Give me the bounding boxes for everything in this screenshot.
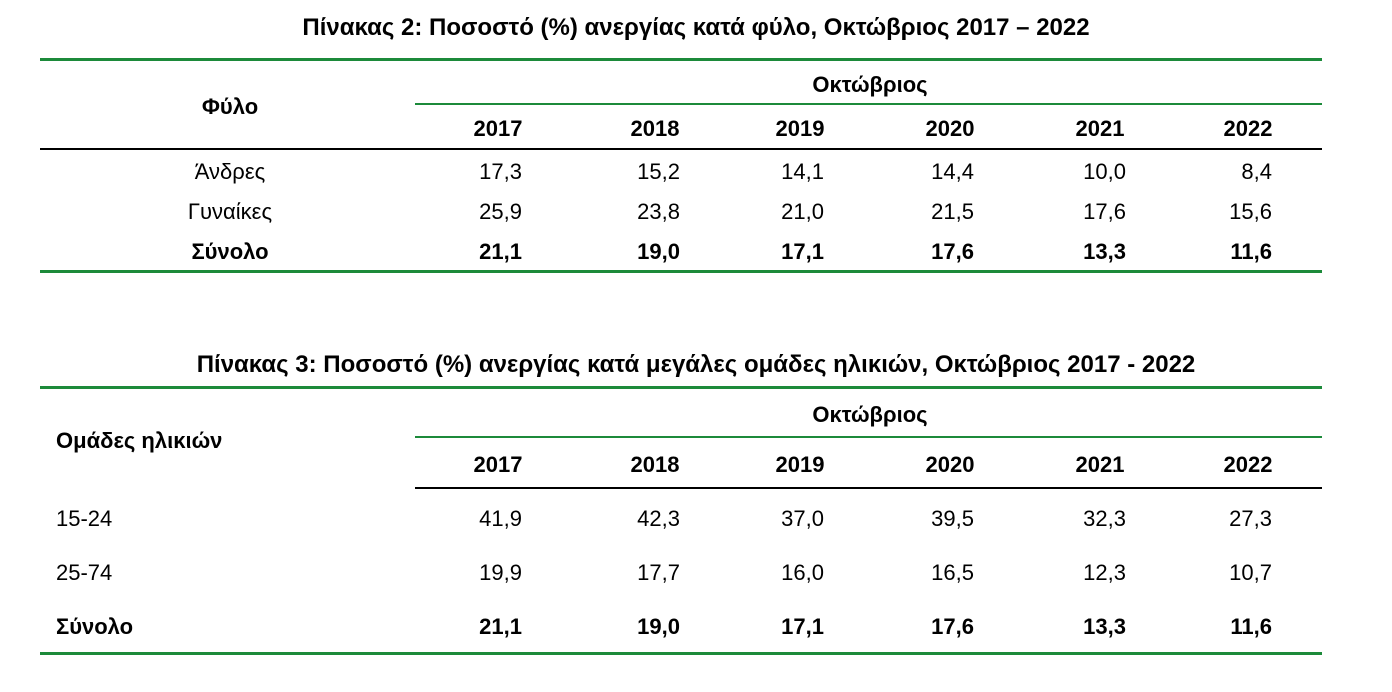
year-header: 2021 bbox=[1075, 452, 1125, 477]
table2-title: Πίνακας 2: Ποσοστό (%) ανεργίας κατά φύλ… bbox=[302, 14, 1090, 41]
table2-row-header: Φύλο bbox=[201, 94, 259, 119]
table-cell: 23,8 bbox=[637, 199, 680, 224]
table-cell: 19,0 bbox=[637, 239, 680, 264]
table-cell: 10,0 bbox=[1083, 159, 1126, 184]
table-cell: 17,6 bbox=[1083, 199, 1126, 224]
table-cell: 11,6 bbox=[1230, 614, 1272, 639]
table3-group-rule bbox=[415, 436, 1322, 438]
row-label: 25-74 bbox=[56, 560, 113, 585]
table3-bottom-rule bbox=[40, 652, 1322, 655]
table2-group-header: Οκτώβριος bbox=[812, 72, 928, 97]
table-cell: 37,0 bbox=[781, 506, 824, 531]
table2-header-rule bbox=[40, 148, 1322, 150]
table-cell: 17,6 bbox=[931, 239, 974, 264]
table-cell: 27,3 bbox=[1229, 506, 1272, 531]
table-cell: 13,3 bbox=[1083, 614, 1126, 639]
year-header: 2017 bbox=[473, 452, 523, 477]
table-cell: 42,3 bbox=[637, 506, 680, 531]
table-cell: 12,3 bbox=[1083, 560, 1126, 585]
table-cell: 25,9 bbox=[479, 199, 522, 224]
year-header: 2018 bbox=[630, 116, 680, 141]
year-header: 2019 bbox=[775, 452, 825, 477]
row-label: Γυναίκες bbox=[187, 199, 273, 224]
row-label: Σύνολο bbox=[56, 614, 134, 639]
table-cell: 17,1 bbox=[781, 239, 824, 264]
table3-top-rule bbox=[40, 386, 1322, 389]
year-header: 2018 bbox=[630, 452, 680, 477]
year-header: 2022 bbox=[1223, 116, 1273, 141]
table-cell: 14,1 bbox=[781, 159, 824, 184]
year-header: 2017 bbox=[473, 116, 523, 141]
table-cell: 10,7 bbox=[1229, 560, 1272, 585]
year-header: 2021 bbox=[1075, 116, 1125, 141]
table2-bottom-rule bbox=[40, 270, 1322, 273]
table-cell: 21,5 bbox=[931, 199, 974, 224]
table-cell: 21,1 bbox=[479, 239, 522, 264]
table-cell: 16,5 bbox=[931, 560, 974, 585]
table2-top-rule bbox=[40, 58, 1322, 61]
table-cell: 19,9 bbox=[479, 560, 522, 585]
table-cell: 11,6 bbox=[1230, 239, 1272, 264]
table3-group-header: Οκτώβριος bbox=[812, 402, 928, 427]
row-label: Άνδρες bbox=[194, 159, 266, 184]
table-cell: 39,5 bbox=[931, 506, 974, 531]
table-cell: 15,6 bbox=[1229, 199, 1272, 224]
year-header: 2020 bbox=[925, 116, 975, 141]
year-header: 2020 bbox=[925, 452, 975, 477]
year-header: 2022 bbox=[1223, 452, 1273, 477]
table-cell: 21,0 bbox=[781, 199, 824, 224]
table-cell: 17,1 bbox=[781, 614, 824, 639]
table-cell: 16,0 bbox=[781, 560, 824, 585]
table3-row-header: Ομάδες ηλικιών bbox=[56, 428, 223, 453]
table-cell: 21,1 bbox=[479, 614, 522, 639]
row-label: 15-24 bbox=[56, 506, 113, 531]
table-cell: 15,2 bbox=[637, 159, 680, 184]
table-cell: 17,7 bbox=[637, 560, 680, 585]
table-cell: 19,0 bbox=[637, 614, 680, 639]
table-cell: 13,3 bbox=[1083, 239, 1126, 264]
table-cell: 8,4 bbox=[1241, 159, 1272, 184]
row-label: Σύνολο bbox=[191, 239, 269, 264]
table3-header-rule bbox=[415, 487, 1322, 489]
table-cell: 17,6 bbox=[931, 614, 974, 639]
table2-group-rule bbox=[415, 103, 1322, 105]
table-cell: 32,3 bbox=[1083, 506, 1126, 531]
table-cell: 14,4 bbox=[931, 159, 974, 184]
table-cell: 17,3 bbox=[479, 159, 522, 184]
year-header: 2019 bbox=[775, 116, 825, 141]
table3-title: Πίνακας 3: Ποσοστό (%) ανεργίας κατά μεγ… bbox=[196, 351, 1196, 378]
table-cell: 41,9 bbox=[479, 506, 522, 531]
